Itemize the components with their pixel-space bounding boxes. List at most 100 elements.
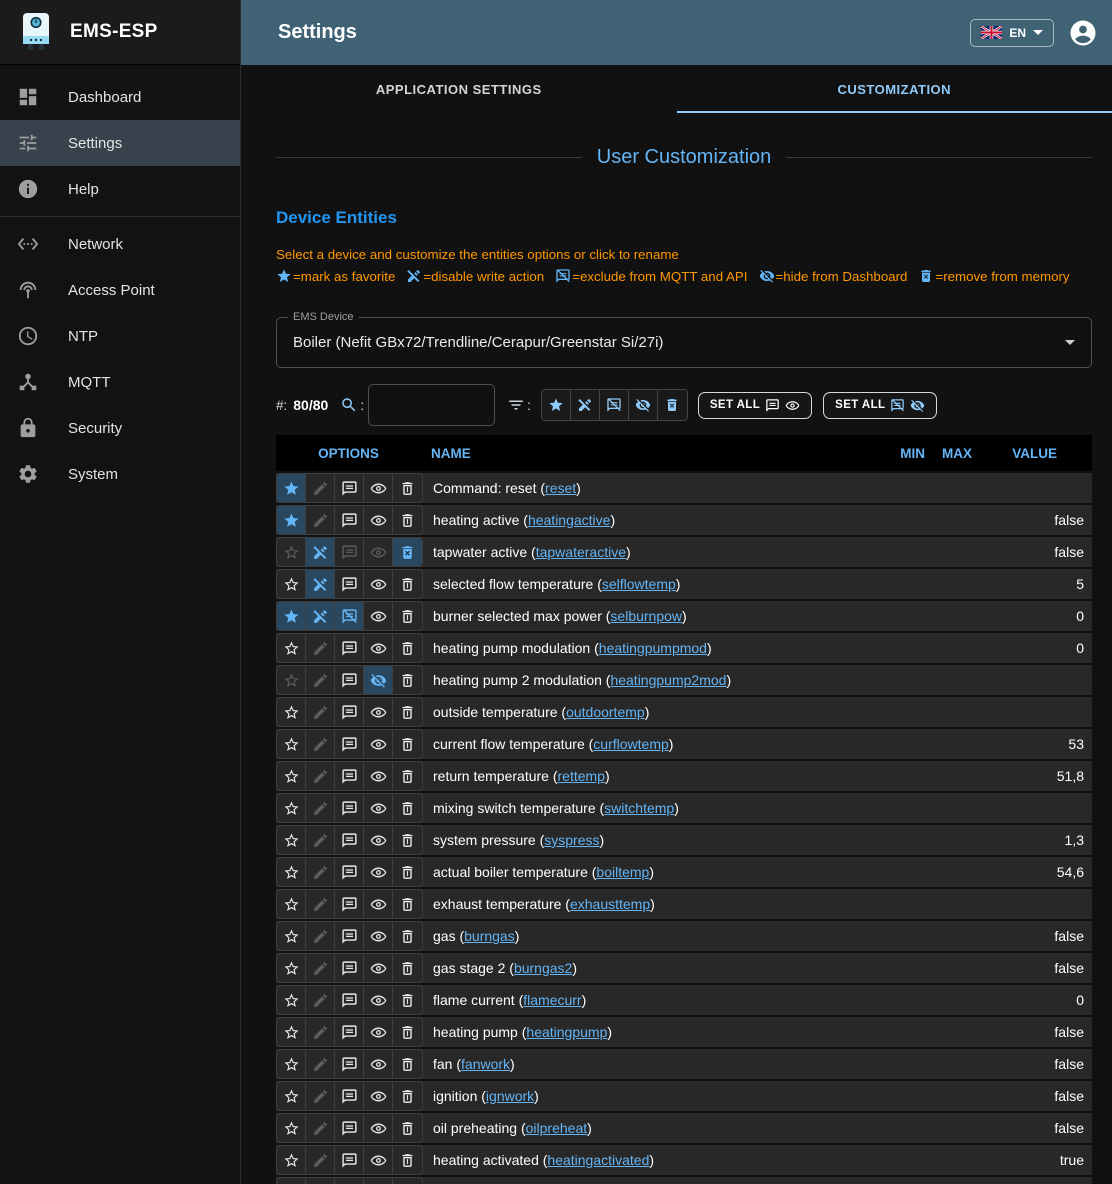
remove-memory-toggle[interactable]: [393, 698, 422, 726]
entity-name[interactable]: gas stage 2 (burngas2): [423, 960, 879, 976]
hide-dashboard-toggle[interactable]: [364, 762, 393, 790]
remove-memory-toggle[interactable]: [393, 1018, 422, 1046]
sidebar-item-mqtt[interactable]: MQTT: [0, 359, 240, 405]
hide-dashboard-toggle[interactable]: [364, 986, 393, 1014]
remove-memory-toggle[interactable]: [393, 954, 422, 982]
sidebar-item-ntp[interactable]: NTP: [0, 313, 240, 359]
entity-shortname-link[interactable]: reset: [545, 480, 577, 496]
disable-write-toggle[interactable]: [306, 794, 335, 822]
entity-name[interactable]: fan (fanwork): [423, 1056, 879, 1072]
favorite-toggle[interactable]: [277, 1018, 306, 1046]
entity-shortname-link[interactable]: flamecurr: [523, 992, 582, 1008]
entity-shortname-link[interactable]: outdoortemp: [566, 704, 645, 720]
sidebar-item-system[interactable]: System: [0, 451, 240, 497]
disable-write-toggle[interactable]: [306, 474, 335, 502]
filter-hide-dashboard-toggle[interactable]: [628, 390, 658, 420]
favorite-toggle[interactable]: [277, 794, 306, 822]
disable-write-toggle[interactable]: [306, 1082, 335, 1110]
exclude-mqtt-toggle[interactable]: [335, 1178, 364, 1184]
disable-write-toggle[interactable]: [306, 1178, 335, 1184]
entity-name[interactable]: heating activated (heatingactivated): [423, 1152, 879, 1168]
disable-write-toggle[interactable]: [306, 858, 335, 886]
disable-write-toggle[interactable]: [306, 1018, 335, 1046]
hide-dashboard-toggle[interactable]: [364, 858, 393, 886]
remove-memory-toggle[interactable]: [393, 826, 422, 854]
favorite-toggle[interactable]: [277, 762, 306, 790]
entity-name[interactable]: outside temperature (outdoortemp): [423, 704, 879, 720]
hide-dashboard-toggle[interactable]: [364, 794, 393, 822]
account-button[interactable]: [1068, 18, 1098, 48]
hide-dashboard-toggle[interactable]: [364, 1146, 393, 1174]
exclude-mqtt-toggle[interactable]: [335, 1050, 364, 1078]
exclude-mqtt-toggle[interactable]: [335, 890, 364, 918]
favorite-toggle[interactable]: [277, 858, 306, 886]
entity-shortname-link[interactable]: selflowtemp: [601, 576, 676, 592]
remove-memory-toggle[interactable]: [393, 1146, 422, 1174]
entity-name[interactable]: mixing switch temperature (switchtemp): [423, 800, 879, 816]
entity-name[interactable]: oil preheating (oilpreheat): [423, 1120, 879, 1136]
favorite-toggle[interactable]: [277, 730, 306, 758]
entity-name[interactable]: return temperature (rettemp): [423, 768, 879, 784]
entity-shortname-link[interactable]: heatingactive: [527, 512, 611, 528]
disable-write-toggle[interactable]: [306, 666, 335, 694]
favorite-toggle[interactable]: [277, 890, 306, 918]
exclude-mqtt-toggle[interactable]: [335, 1114, 364, 1142]
disable-write-toggle[interactable]: [306, 922, 335, 950]
exclude-mqtt-toggle[interactable]: [335, 698, 364, 726]
entity-name[interactable]: selected flow temperature (selflowtemp): [423, 576, 879, 592]
favorite-toggle[interactable]: [277, 474, 306, 502]
disable-write-toggle[interactable]: [306, 826, 335, 854]
entity-shortname-link[interactable]: oilpreheat: [525, 1120, 588, 1136]
favorite-toggle[interactable]: [277, 1114, 306, 1142]
disable-write-toggle[interactable]: [306, 602, 335, 630]
set-all-hide-button[interactable]: SET ALL: [823, 391, 938, 419]
remove-memory-toggle[interactable]: [393, 1114, 422, 1142]
disable-write-toggle[interactable]: [306, 890, 335, 918]
language-selector[interactable]: EN: [970, 18, 1054, 47]
exclude-mqtt-toggle[interactable]: [335, 954, 364, 982]
entity-name[interactable]: system pressure (syspress): [423, 832, 879, 848]
hide-dashboard-toggle[interactable]: [364, 922, 393, 950]
filter-disable-write-toggle[interactable]: [570, 390, 600, 420]
disable-write-toggle[interactable]: [306, 506, 335, 534]
exclude-mqtt-toggle[interactable]: [335, 1018, 364, 1046]
hide-dashboard-toggle[interactable]: [364, 538, 393, 566]
sidebar-item-help[interactable]: Help: [0, 166, 240, 212]
remove-memory-toggle[interactable]: [393, 474, 422, 502]
entity-name[interactable]: heating pump (heatingpump): [423, 1024, 879, 1040]
entity-shortname-link[interactable]: heatingpump: [526, 1024, 608, 1040]
exclude-mqtt-toggle[interactable]: [335, 538, 364, 566]
remove-memory-toggle[interactable]: [393, 666, 422, 694]
disable-write-toggle[interactable]: [306, 570, 335, 598]
remove-memory-toggle[interactable]: [393, 570, 422, 598]
favorite-toggle[interactable]: [277, 538, 306, 566]
entity-shortname-link[interactable]: boiltemp: [596, 864, 650, 880]
favorite-toggle[interactable]: [277, 986, 306, 1014]
entity-shortname-link[interactable]: heatingpump2mod: [610, 672, 727, 688]
entity-shortname-link[interactable]: exhausttemp: [569, 896, 651, 912]
disable-write-toggle[interactable]: [306, 538, 335, 566]
favorite-toggle[interactable]: [277, 954, 306, 982]
entity-name[interactable]: actual boiler temperature (boiltemp): [423, 864, 879, 880]
exclude-mqtt-toggle[interactable]: [335, 794, 364, 822]
entity-shortname-link[interactable]: rettemp: [557, 768, 605, 784]
entity-shortname-link[interactable]: fanwork: [461, 1056, 511, 1072]
disable-write-toggle[interactable]: [306, 986, 335, 1014]
exclude-mqtt-toggle[interactable]: [335, 570, 364, 598]
entity-name[interactable]: burner selected max power (selburnpow): [423, 608, 879, 624]
remove-memory-toggle[interactable]: [393, 538, 422, 566]
entity-shortname-link[interactable]: ignwork: [485, 1088, 535, 1104]
entity-name[interactable]: heating pump modulation (heatingpumpmod): [423, 640, 879, 656]
exclude-mqtt-toggle[interactable]: [335, 506, 364, 534]
disable-write-toggle[interactable]: [306, 762, 335, 790]
exclude-mqtt-toggle[interactable]: [335, 634, 364, 662]
remove-memory-toggle[interactable]: [393, 730, 422, 758]
remove-memory-toggle[interactable]: [393, 858, 422, 886]
filter-exclude-mqtt-toggle[interactable]: [599, 390, 629, 420]
sidebar-item-network[interactable]: Network: [0, 221, 240, 267]
entity-shortname-link[interactable]: syspress: [544, 832, 600, 848]
favorite-toggle[interactable]: [277, 666, 306, 694]
hide-dashboard-toggle[interactable]: [364, 634, 393, 662]
hide-dashboard-toggle[interactable]: [364, 602, 393, 630]
remove-memory-toggle[interactable]: [393, 602, 422, 630]
